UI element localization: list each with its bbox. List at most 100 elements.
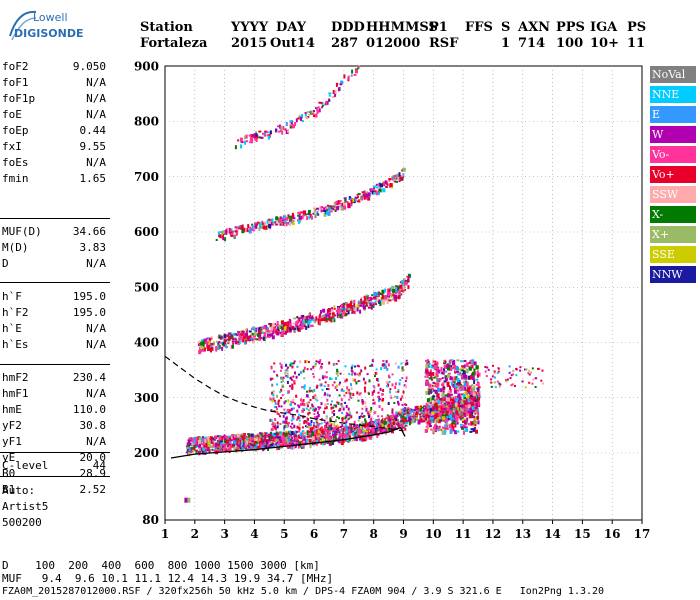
echo-dot [221, 448, 224, 450]
echo-dot [415, 408, 418, 411]
echo-dot [288, 422, 290, 424]
echo-dot [457, 381, 460, 384]
echo-dot [292, 375, 295, 378]
echo-dot [442, 386, 445, 391]
param-value: 195.0 [72, 290, 106, 303]
echo-dot [474, 422, 478, 425]
echo-dot [331, 400, 333, 403]
echo-dot [312, 375, 315, 378]
echo-dot [367, 300, 370, 305]
echo-dot [406, 362, 409, 366]
echo-dot [249, 439, 253, 442]
echo-dot [475, 403, 478, 408]
echo-dot [436, 361, 439, 366]
echo-dot [201, 348, 204, 351]
echo-dot [446, 381, 450, 386]
echo-dot [224, 437, 226, 440]
echo-dot [331, 307, 334, 312]
echo-dot [400, 408, 403, 411]
echo-dot [321, 206, 323, 209]
echo-dot [457, 411, 461, 414]
echo-dot [354, 196, 357, 199]
echo-dot [342, 304, 345, 309]
echo-dot [284, 330, 287, 335]
echo-dot [255, 338, 259, 341]
echo-dot [294, 326, 298, 329]
echo-dot [441, 416, 445, 421]
echo-dot [372, 402, 375, 405]
legend-item: NoVal [650, 66, 696, 83]
echo-dot [440, 369, 443, 372]
echo-dot [395, 417, 398, 421]
echo-dot [445, 394, 449, 397]
echo-dot [351, 426, 355, 429]
echo-dot [308, 409, 311, 411]
echo-dot [350, 427, 353, 430]
echo-dot [332, 432, 335, 434]
echo-dot [442, 408, 446, 411]
echo-dot [432, 427, 436, 431]
echo-dot [234, 338, 237, 341]
echo-dot [377, 191, 380, 196]
echo-dot [408, 416, 411, 421]
echo-dot [249, 226, 252, 231]
echo-dot [282, 376, 285, 379]
echo-dot [351, 439, 354, 442]
echo-dot [317, 435, 320, 438]
echo-dot [530, 371, 533, 374]
echo-dot [266, 219, 269, 224]
echo-dot [275, 223, 279, 226]
echo-dot [284, 326, 287, 330]
echo-dot [399, 284, 403, 289]
echo-dot [257, 433, 261, 436]
echo-dot [287, 432, 290, 435]
echo-dot [470, 394, 474, 397]
echo-dot [339, 407, 342, 411]
param-name: foE [2, 108, 22, 121]
echo-dot [338, 314, 341, 317]
echo-dot [353, 307, 355, 310]
echo-dot [446, 374, 450, 379]
echo-dot [305, 115, 308, 118]
echo-dot [451, 398, 454, 403]
echo-dot [424, 375, 427, 378]
echo-dot [461, 427, 465, 430]
echo-dot [454, 423, 457, 428]
echo-dot [341, 424, 344, 428]
echo-dot [400, 420, 402, 423]
echo-dot [447, 390, 451, 395]
echo-dot [375, 431, 378, 436]
header-label: S [501, 20, 511, 35]
echo-dot [335, 433, 338, 436]
param-value: 30.8 [79, 419, 107, 432]
echo-dot [373, 292, 377, 296]
echo-dot [261, 326, 264, 329]
echo-dot [332, 208, 336, 211]
echo-dot [378, 420, 381, 425]
echo-dot [534, 386, 537, 388]
echo-dot [391, 416, 394, 419]
echo-dot [364, 389, 367, 393]
echo-dot [268, 221, 272, 225]
echo-dot [284, 432, 288, 437]
echo-dot [387, 374, 390, 378]
echo-dot [291, 365, 294, 368]
param-row: h`F2 195.0 [2, 305, 106, 321]
echo-dot [276, 411, 279, 415]
echo-dot [391, 178, 395, 181]
param-name: hmF2 [2, 371, 29, 384]
echo-dot [379, 398, 382, 401]
echo-dot [249, 335, 252, 338]
echo-dot [285, 122, 288, 126]
logo-swoosh-icon [9, 10, 37, 41]
echo-dot [399, 397, 402, 401]
echo-dot [390, 396, 393, 399]
echo-dot [340, 398, 343, 402]
echo-dot [325, 428, 328, 433]
echo-dot [345, 414, 348, 418]
echo-dot [343, 303, 346, 305]
echo-dot [216, 447, 219, 450]
echo-dot [276, 421, 279, 425]
echo-dot [462, 424, 466, 427]
echo-dot [291, 212, 294, 217]
